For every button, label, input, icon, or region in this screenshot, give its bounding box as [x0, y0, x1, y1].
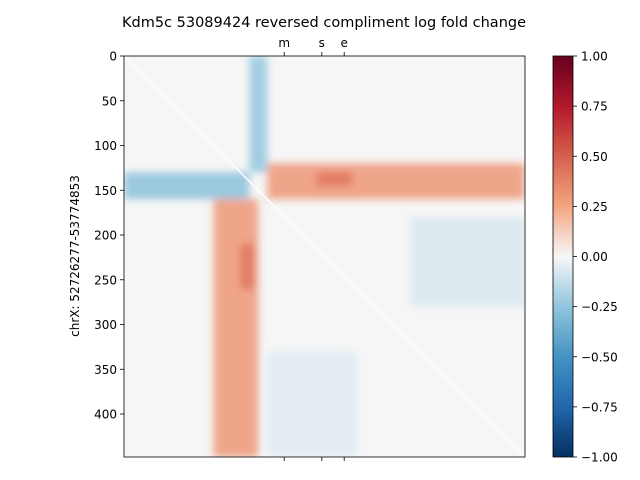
- colorbar: 1.00 0.75 0.50 0.25 0.00 −0.25 −0.50 −0.75 −1.00: [552, 50, 618, 465]
- y-tick-label: 100: [94, 139, 117, 153]
- y-tick-label: 250: [94, 273, 117, 287]
- heatmap-feature-blue-region: [410, 217, 525, 307]
- heatmap-feature-blue-band: [249, 56, 268, 173]
- heatmap-feature-red-spot: [316, 172, 353, 186]
- heatmap-feature-red-spot: [240, 243, 254, 289]
- colorbar-tick-label: 0.25: [581, 200, 608, 214]
- y-tick-label: 400: [94, 408, 117, 422]
- heatmap: [123, 55, 526, 458]
- y-tick-label: 300: [94, 318, 117, 332]
- colorbar-tick-label: −1.00: [581, 451, 618, 465]
- heatmap-feature-red-band: [267, 163, 525, 200]
- chart-title: Kdm5c 53089424 reversed compliment log f…: [122, 15, 526, 31]
- bottom-axis: [283, 457, 345, 461]
- colorbar-tick-label: −0.25: [581, 300, 618, 314]
- top-tick-label: s: [319, 36, 325, 50]
- colorbar-tick-label: −0.50: [581, 350, 618, 364]
- colorbar-tick-label: 0.75: [581, 100, 608, 114]
- colorbar-gradient: [552, 55, 574, 458]
- colorbar-tick-label: 0.50: [581, 150, 608, 164]
- top-tick-label: m: [278, 36, 290, 50]
- y-tick-label: 150: [94, 184, 117, 198]
- colorbar-ticks: 1.00 0.75 0.50 0.25 0.00 −0.25 −0.50 −0.75 −1.00: [573, 50, 618, 465]
- colorbar-tick-label: 0.00: [581, 250, 608, 264]
- y-axis-label: chrX: 52726277-53774853: [68, 175, 82, 337]
- y-tick-label: 200: [94, 229, 117, 243]
- heatmap-feature-red-band: [213, 199, 259, 457]
- heatmap-feature-blue-region: [267, 351, 357, 457]
- y-axis: 0 50 100 150 200 250 300 350 400: [94, 50, 124, 422]
- colorbar-tick-label: 1.00: [581, 50, 608, 64]
- colorbar-tick-label: −0.75: [581, 400, 618, 414]
- y-tick-label: 350: [94, 363, 117, 377]
- heatmap-frame: [123, 55, 526, 458]
- y-tick-label: 50: [102, 94, 117, 108]
- diagonal: [123, 55, 526, 458]
- y-tick-label: 0: [109, 50, 117, 64]
- top-tick-label: e: [340, 36, 347, 50]
- heatmap-feature-blue-band: [124, 172, 250, 200]
